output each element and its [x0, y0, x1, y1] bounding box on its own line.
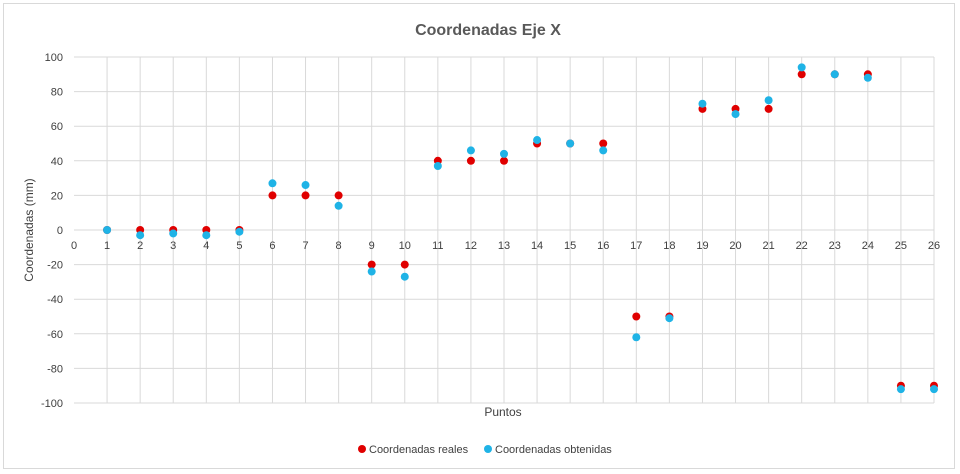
y-tick-label: -20: [47, 260, 63, 272]
x-tick-label: 25: [895, 240, 907, 252]
x-tick-label: 23: [829, 240, 841, 252]
x-tick-label: 22: [796, 240, 808, 252]
data-point: [466, 146, 475, 155]
data-point: [433, 161, 442, 170]
data-point: [367, 260, 376, 269]
x-tick-label: 7: [302, 240, 308, 252]
data-point: [797, 70, 806, 79]
chart-frame: [3, 3, 955, 469]
data-point: [665, 314, 674, 323]
data-point: [566, 139, 575, 148]
data-point: [764, 96, 773, 105]
y-axis-title: Coordenadas (mm): [22, 178, 36, 281]
y-tick-label: 80: [51, 87, 63, 99]
data-point: [830, 70, 839, 79]
data-point: [731, 110, 740, 119]
y-tick-label: 0: [57, 225, 63, 237]
x-tick-label: 3: [170, 240, 176, 252]
x-tick-label: 8: [336, 240, 342, 252]
data-points: [103, 63, 938, 394]
data-point: [367, 267, 376, 276]
x-tick-label: 21: [762, 240, 774, 252]
data-point: [500, 149, 508, 158]
x-tick-label: 20: [729, 240, 741, 252]
data-point: [797, 63, 806, 72]
data-point: [169, 229, 178, 238]
data-point: [533, 136, 542, 145]
data-point: [632, 312, 641, 321]
x-tick-label: 10: [399, 240, 411, 252]
x-tick-label: 1: [104, 240, 110, 252]
data-point: [202, 231, 211, 240]
y-tick-label: -60: [47, 329, 63, 341]
y-tick-label: 100: [45, 52, 63, 64]
x-tick-label: 11: [432, 240, 443, 252]
x-tick-label: 9: [369, 240, 375, 252]
x-tick-label: 18: [663, 240, 675, 252]
y-tick-label: 60: [51, 121, 63, 133]
legend-marker: [358, 445, 366, 453]
data-point: [268, 191, 277, 200]
data-point: [466, 156, 475, 165]
data-point: [863, 73, 872, 82]
x-tick-label: 4: [203, 240, 209, 252]
data-point: [599, 139, 608, 148]
x-axis-tick-labels: 0 1 2 3 4 5 6 7 8 9 10 11 12 13 14 15 16 17 18 19 20 21 22 23 24…: [71, 240, 940, 252]
data-point: [268, 179, 277, 188]
data-point: [400, 272, 409, 281]
chart-title: Coordenadas Eje X: [415, 22, 561, 39]
x-tick-label: 24: [862, 240, 874, 252]
data-point: [632, 333, 641, 342]
x-tick-label: 12: [465, 240, 477, 252]
x-tick-label: 26: [928, 240, 940, 252]
y-axis-tick-labels: -100 -80 -60 -40 -20 0 20 40 60 80 100: [41, 52, 63, 410]
data-point: [930, 385, 938, 394]
x-tick-label: 15: [564, 240, 576, 252]
data-point: [500, 156, 508, 165]
x-tick-label: 14: [531, 240, 543, 252]
data-point: [301, 191, 310, 200]
legend-label: Coordenadas reales: [369, 444, 469, 456]
x-tick-label: 19: [696, 240, 708, 252]
x-tick-label: 2: [137, 240, 143, 252]
y-tick-label: 40: [51, 156, 63, 168]
data-point: [764, 104, 773, 113]
data-point: [103, 226, 112, 234]
data-point: [698, 99, 707, 108]
gridlines: [74, 56, 935, 404]
data-point: [301, 181, 310, 190]
x-tick-label: 13: [498, 240, 510, 252]
legend-marker: [484, 445, 492, 453]
data-point: [400, 260, 409, 269]
x-tick-label: 0: [71, 240, 77, 252]
data-point: [136, 231, 145, 240]
x-tick-label: 16: [597, 240, 609, 252]
data-point: [235, 227, 244, 236]
legend: Coordenadas reales Coordenadas obtenidas: [358, 444, 612, 456]
data-point: [334, 191, 343, 200]
y-tick-label: -100: [41, 398, 63, 410]
x-tick-label: 6: [269, 240, 275, 252]
y-tick-label: 20: [51, 190, 63, 202]
x-tick-label: 5: [236, 240, 242, 252]
data-point: [896, 385, 905, 394]
data-point: [334, 201, 343, 210]
y-tick-label: -40: [47, 294, 63, 306]
x-tick-label: 17: [630, 240, 642, 252]
legend-label: Coordenadas obtenidas: [495, 444, 612, 456]
x-axis-title: Puntos: [484, 405, 521, 419]
y-tick-label: -80: [47, 363, 63, 375]
data-point: [599, 146, 608, 155]
